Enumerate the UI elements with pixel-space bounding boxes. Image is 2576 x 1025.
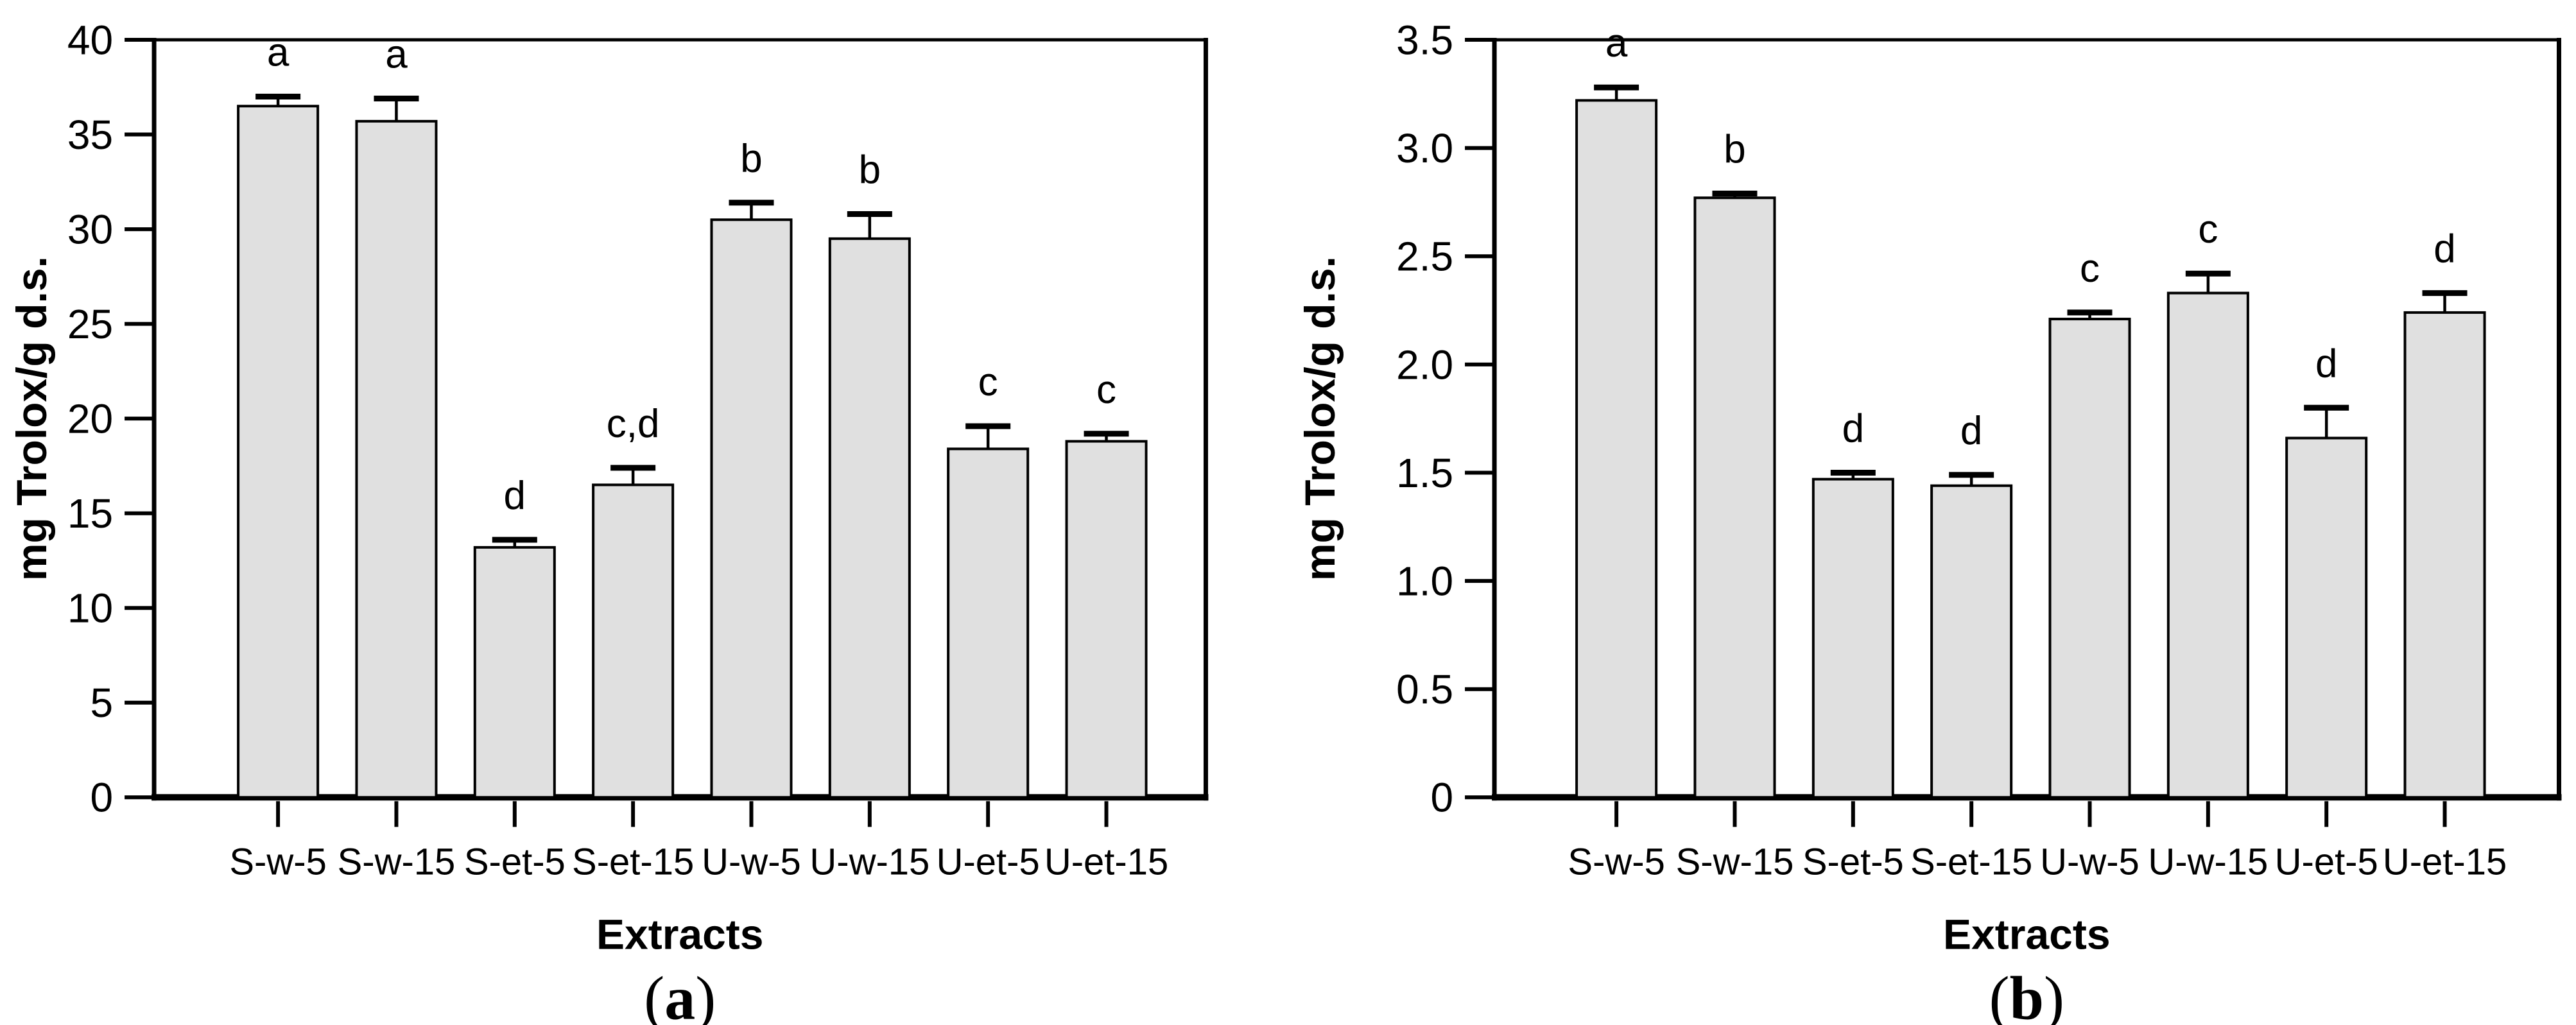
panel-a-chart: 0 5 10 15 20 25 30 35 40 a S-w-5 a S-w-15 d S-et-5 c,d S… [8,17,1209,1025]
y-tick-label: 15 [67,490,113,537]
x-tick-label: U-et-15 [1044,841,1168,883]
y-tick-label: 25 [67,301,113,347]
significance-letter: b [1724,127,1745,171]
y-axis-title: mg Trolox/g d.s. [1296,256,1344,581]
x-tick-label: S-et-15 [1910,841,2032,883]
y-tick-label: 2.5 [1396,234,1453,280]
x-axis-title: Extracts [1943,910,2110,958]
y-tick-label: 3.0 [1396,125,1453,171]
x-tick-label: U-et-5 [2274,841,2378,883]
bar [1575,99,1657,799]
x-tick-label: U-w-5 [2040,841,2139,883]
bar [828,237,911,799]
significance-letter: c [1096,368,1116,412]
x-tick-label: S-et-5 [1802,841,1903,883]
y-tick-label: 1.0 [1396,558,1453,604]
panel-caption: (b) [1989,963,2064,1025]
y-tick-label: 3.5 [1396,17,1453,63]
y-tick-label: 40 [67,17,113,63]
y-tick-label: 1.5 [1396,450,1453,496]
x-tick-label: U-w-15 [2148,841,2268,883]
x-tick-label: U-et-5 [937,841,1040,883]
bar [2403,311,2486,799]
significance-letter: d [2315,341,2337,386]
significance-letter: c [978,360,998,404]
significance-letter: a [385,32,408,76]
bar [710,218,793,799]
x-tick-label: S-w-15 [1675,841,1794,883]
bar [473,546,556,799]
significance-letter: d [2433,227,2455,271]
x-tick-label: U-w-15 [809,841,929,883]
bar [1811,478,1894,799]
significance-letter: b [740,137,762,181]
x-tick-label: S-et-5 [464,841,566,883]
bar [1930,484,2012,799]
bar [2166,291,2249,799]
significance-letter: d [1960,409,1982,453]
x-axis-title: Extracts [596,910,763,958]
significance-letter: b [859,148,881,192]
significance-letter: c,d [607,402,660,446]
bar [1693,196,1776,799]
panel-caption: (a) [644,963,716,1025]
y-tick-label: 20 [67,396,113,442]
x-tick-label: S-w-5 [1568,841,1664,883]
bar [2285,436,2367,799]
x-tick-label: S-et-15 [572,841,694,883]
bar [592,483,675,799]
significance-letter: a [267,31,290,75]
significance-letter: a [1605,21,1627,65]
bar [355,119,438,799]
y-tick-label: 0 [90,775,113,821]
y-tick-label: 30 [67,206,113,252]
y-tick-label: 0.5 [1396,666,1453,712]
significance-letter: c [2198,207,2218,252]
y-tick-label: 0 [1430,775,1453,821]
y-tick-label: 10 [67,585,113,632]
y-tick-label: 2.0 [1396,341,1453,388]
significance-letter: c [2080,246,2100,291]
x-tick-label: U-et-15 [2382,841,2506,883]
y-tick-label: 5 [90,680,113,726]
panel-b-chart: 0 0.5 1.0 1.5 2.0 2.5 3.0 3.5 a S-w-5 b S-w-15 d S-et… [1296,17,2561,1025]
significance-letter: d [504,474,526,518]
bar [1065,440,1148,799]
significance-letter: d [1842,406,1863,451]
bar [2048,318,2131,799]
x-tick-label: S-w-15 [338,841,456,883]
y-tick-label: 35 [67,112,113,158]
bar [237,105,320,799]
x-tick-label: U-w-5 [702,841,801,883]
x-tick-label: S-w-5 [229,841,326,883]
bar [947,447,1030,799]
y-axis-title: mg Trolox/g d.s. [8,256,55,581]
